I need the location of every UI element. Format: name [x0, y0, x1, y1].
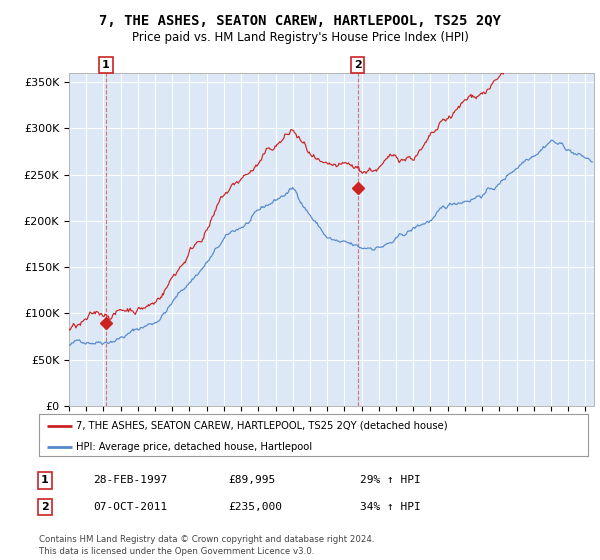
Text: 2: 2: [354, 60, 362, 70]
Text: 07-OCT-2011: 07-OCT-2011: [93, 502, 167, 512]
Text: 1: 1: [102, 60, 110, 70]
Text: HPI: Average price, detached house, Hartlepool: HPI: Average price, detached house, Hart…: [76, 442, 313, 452]
Text: Contains HM Land Registry data © Crown copyright and database right 2024.: Contains HM Land Registry data © Crown c…: [39, 535, 374, 544]
Text: 7, THE ASHES, SEATON CAREW, HARTLEPOOL, TS25 2QY (detached house): 7, THE ASHES, SEATON CAREW, HARTLEPOOL, …: [76, 421, 448, 431]
Text: 1: 1: [41, 475, 49, 486]
Text: £235,000: £235,000: [228, 502, 282, 512]
Text: 2: 2: [41, 502, 49, 512]
Text: £89,995: £89,995: [228, 475, 275, 486]
Text: This data is licensed under the Open Government Licence v3.0.: This data is licensed under the Open Gov…: [39, 547, 314, 556]
Text: 28-FEB-1997: 28-FEB-1997: [93, 475, 167, 486]
Text: 7, THE ASHES, SEATON CAREW, HARTLEPOOL, TS25 2QY: 7, THE ASHES, SEATON CAREW, HARTLEPOOL, …: [99, 14, 501, 28]
Text: 34% ↑ HPI: 34% ↑ HPI: [360, 502, 421, 512]
Text: Price paid vs. HM Land Registry's House Price Index (HPI): Price paid vs. HM Land Registry's House …: [131, 31, 469, 44]
Text: 29% ↑ HPI: 29% ↑ HPI: [360, 475, 421, 486]
